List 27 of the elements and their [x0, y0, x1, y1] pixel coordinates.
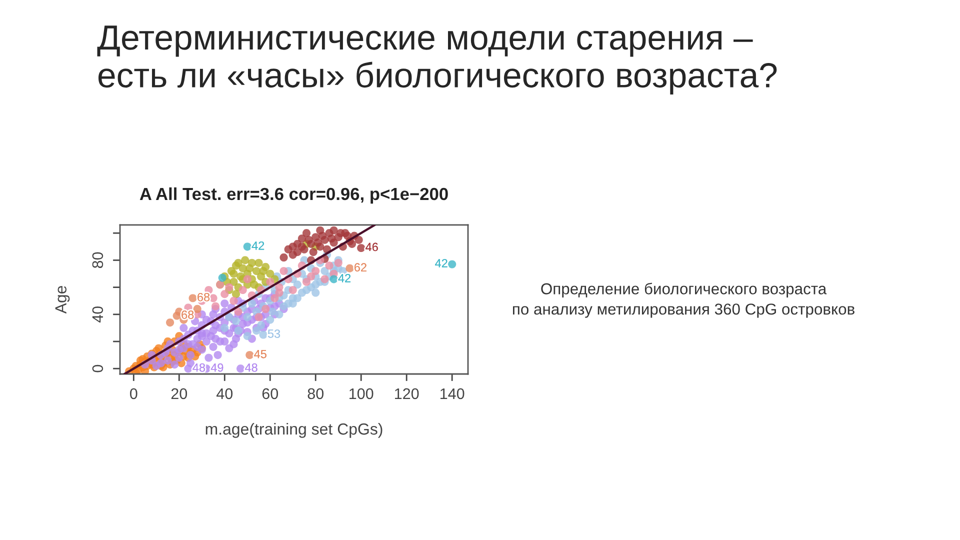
x-tick-label: 60: [262, 388, 278, 400]
annotation: 68: [198, 292, 210, 302]
y-tick-label: 80: [92, 252, 104, 268]
x-tick-label: 0: [130, 388, 138, 400]
y-tick-label: 0: [92, 364, 104, 372]
x-axis-title: m.age(training set CpGs): [206, 422, 382, 438]
y-tick-label: 40: [92, 306, 104, 323]
annotation: 49: [210, 363, 224, 372]
annotation: 53: [268, 330, 280, 338]
x-tick-label: 80: [308, 388, 324, 400]
x-tick-label: 120: [395, 388, 419, 400]
chart-title: Детерминистические модели старения – есть ли «часы» биологического возраста?: [97, 26, 777, 94]
x-tick-label: 140: [440, 388, 464, 400]
annotation: 68: [182, 310, 194, 319]
annotation: 42: [252, 241, 264, 250]
chart-subtitle: A All Test. err=3.6 cor=0.96, p<1e−200: [140, 187, 448, 204]
annotation: 42: [435, 259, 448, 268]
annotation: 62: [354, 263, 366, 272]
text: Определение биологического возраста по анализу метилирования 360 CpG островков: [513, 282, 854, 318]
annotation: 45: [254, 350, 266, 358]
annotation: 46: [366, 242, 378, 252]
y-axis-title: Age: [55, 286, 70, 314]
annotation: 48: [244, 363, 258, 372]
annotation: 42: [338, 274, 351, 282]
x-tick-label: 100: [350, 388, 374, 400]
x-tick-label: 40: [216, 388, 233, 400]
x-tick-label: 20: [171, 388, 188, 400]
